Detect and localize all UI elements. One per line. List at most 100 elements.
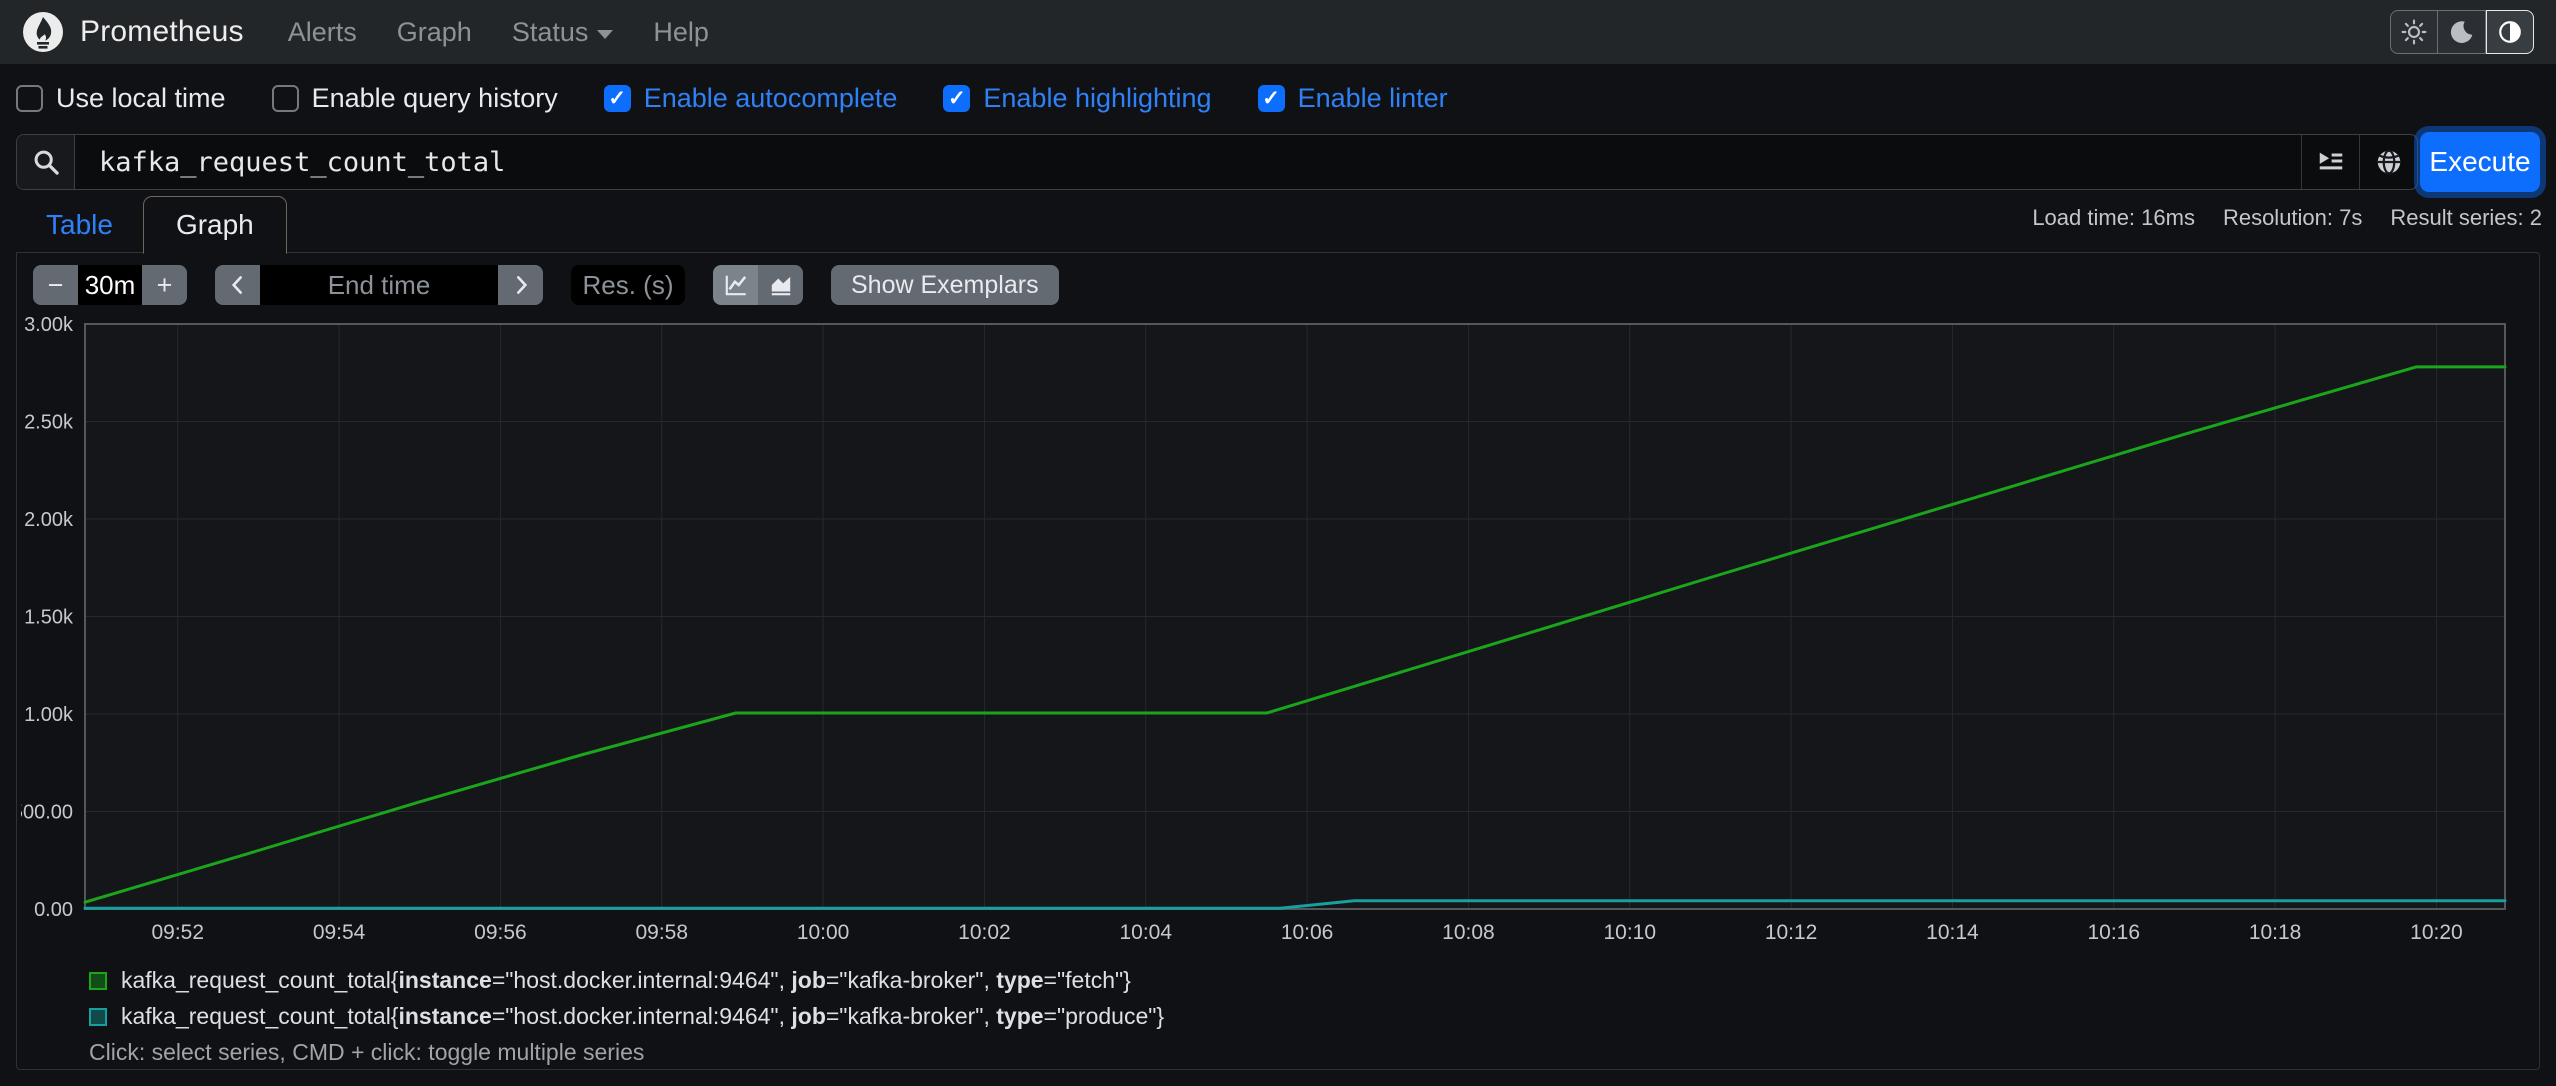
range-input[interactable]	[78, 265, 142, 305]
globe-icon	[2377, 149, 2400, 175]
chevron-down-icon	[597, 29, 614, 39]
search-icon	[34, 150, 59, 175]
svg-text:10:10: 10:10	[1603, 921, 1656, 944]
chevron-left-icon	[231, 276, 242, 294]
query-stats: Load time: 16ms Resolution: 7s Result se…	[2032, 205, 2542, 231]
light-theme-button[interactable]	[2390, 10, 2438, 54]
checkbox-box[interactable]	[943, 84, 971, 112]
graph-panel: − +	[12, 252, 2540, 1070]
nav-item-status[interactable]: Status	[512, 17, 614, 48]
half-circle-contrast-icon	[2499, 21, 2521, 43]
svg-text:09:58: 09:58	[635, 921, 688, 944]
metrics-explorer-icon	[2319, 152, 2342, 170]
previous-time-button[interactable]	[215, 265, 260, 305]
svg-text:10:02: 10:02	[958, 921, 1011, 944]
explain-query-button[interactable]	[2359, 135, 2417, 189]
checkbox-box[interactable]	[603, 84, 631, 112]
query-bar: Execute	[16, 132, 2540, 192]
svg-text:10:04: 10:04	[1119, 921, 1172, 944]
show-exemplars-button[interactable]: Show Exemplars	[831, 265, 1059, 305]
resolution-input[interactable]	[571, 265, 685, 305]
svg-text:10:14: 10:14	[1926, 921, 1979, 944]
navbar: Prometheus Alerts Graph Status Help	[0, 0, 2556, 64]
series-label: kafka_request_count_total{instance="host…	[121, 967, 1131, 993]
tab-graph[interactable]: Graph	[142, 196, 287, 254]
line-chart-icon	[725, 275, 746, 296]
svg-text:2.00k: 2.00k	[24, 509, 74, 531]
checkbox-label[interactable]: Enable highlighting	[983, 82, 1212, 113]
sun-icon	[2401, 19, 2427, 45]
checkbox-enable-highlighting[interactable]: Enable highlighting	[943, 82, 1212, 114]
decrease-range-button[interactable]: −	[33, 265, 78, 305]
brand-title: Prometheus	[80, 15, 244, 48]
svg-text:10:00: 10:00	[797, 921, 850, 944]
end-time-input[interactable]	[260, 265, 498, 305]
legend-item[interactable]: kafka_request_count_total{instance="host…	[89, 1003, 1164, 1030]
checkbox-box[interactable]	[16, 84, 43, 112]
dark-theme-button[interactable]	[2438, 10, 2486, 54]
theme-toggle-group	[2390, 10, 2534, 54]
execute-button[interactable]: Execute	[2420, 132, 2540, 192]
series-label: kafka_request_count_total{instance="host…	[121, 1003, 1165, 1029]
resolution-stat: Resolution: 7s	[2222, 205, 2363, 230]
checkbox-label[interactable]: Use local time	[56, 82, 226, 113]
range-stepper: − +	[33, 265, 187, 305]
nav-links: Alerts Graph Status Help	[288, 17, 709, 48]
svg-text:500.00: 500.00	[21, 802, 73, 824]
search-icon-box	[17, 135, 75, 189]
graph-canvas[interactable]: 0.00 500.00 1.00k 1.50k 2.00k 2.50k 3.00k 09:52…	[12, 307, 2525, 957]
end-time-picker	[215, 265, 543, 305]
moon-icon	[2450, 21, 2472, 43]
next-time-button[interactable]	[498, 265, 543, 305]
svg-text:2.50k: 2.50k	[24, 412, 74, 434]
checkbox-enable-autocomplete[interactable]: Enable autocomplete	[603, 82, 898, 114]
svg-text:10:16: 10:16	[2087, 921, 2140, 944]
checkbox-use-local-time[interactable]: Use local time	[16, 83, 226, 114]
svg-text:0.00: 0.00	[34, 899, 73, 921]
svg-text:10:18: 10:18	[2249, 921, 2302, 944]
metrics-explorer-button[interactable]	[2301, 135, 2359, 189]
legend-item[interactable]: kafka_request_count_total{instance="host…	[89, 967, 1164, 994]
panel-tabs: Table Graph	[16, 196, 287, 254]
checkbox-box[interactable]	[271, 84, 299, 112]
line-chart-button[interactable]	[713, 265, 758, 305]
query-options-row: Use local time Enable query history Enab…	[16, 80, 1448, 116]
nav-item-graph[interactable]: Graph	[396, 16, 472, 47]
checkbox-label[interactable]: Enable autocomplete	[643, 82, 898, 113]
increase-range-button[interactable]: +	[142, 265, 187, 305]
svg-text:3.00k: 3.00k	[24, 314, 74, 336]
nav-item-help[interactable]: Help	[653, 16, 709, 47]
checkbox-box[interactable]	[1257, 84, 1285, 112]
chart-type-toggle	[713, 265, 803, 305]
checkbox-label[interactable]: Enable linter	[1297, 82, 1448, 113]
svg-text:10:20: 10:20	[2410, 921, 2463, 944]
series-swatch	[89, 1007, 107, 1026]
legend: kafka_request_count_total{instance="host…	[89, 967, 1164, 1030]
stacked-chart-button[interactable]	[758, 265, 803, 305]
svg-text:1.00k: 1.00k	[24, 704, 74, 726]
chart-area[interactable]: 0.00 500.00 1.00k 1.50k 2.00k 2.50k 3.00k 09:52…	[12, 307, 2525, 962]
load-time-stat: Load time: 16ms	[2032, 205, 2195, 230]
svg-text:09:54: 09:54	[313, 921, 366, 944]
svg-text:09:56: 09:56	[474, 921, 527, 944]
checkbox-enable-linter[interactable]: Enable linter	[1257, 82, 1448, 114]
chevron-right-icon	[516, 276, 527, 294]
stacked-area-icon	[771, 276, 790, 296]
tab-table[interactable]: Table	[46, 208, 113, 240]
legend-help-note: Click: select series, CMD + click: toggl…	[89, 1039, 645, 1065]
svg-text:10:08: 10:08	[1442, 921, 1495, 944]
query-input-group	[16, 134, 2418, 190]
series-swatch	[89, 971, 107, 990]
nav-item-alerts[interactable]: Alerts	[287, 16, 357, 47]
svg-text:09:52: 09:52	[151, 921, 204, 944]
checkbox-label[interactable]: Enable query history	[311, 82, 558, 113]
checkbox-enable-query-history[interactable]: Enable query history	[271, 82, 558, 114]
result-series-stat: Result series: 2	[2390, 205, 2542, 230]
graph-controls: − +	[33, 265, 1059, 305]
svg-text:1.50k: 1.50k	[24, 607, 74, 629]
svg-text:10:06: 10:06	[1281, 921, 1334, 944]
expression-input[interactable]	[75, 135, 2301, 189]
auto-theme-button[interactable]	[2486, 10, 2534, 54]
prometheus-logo-icon	[23, 12, 63, 52]
